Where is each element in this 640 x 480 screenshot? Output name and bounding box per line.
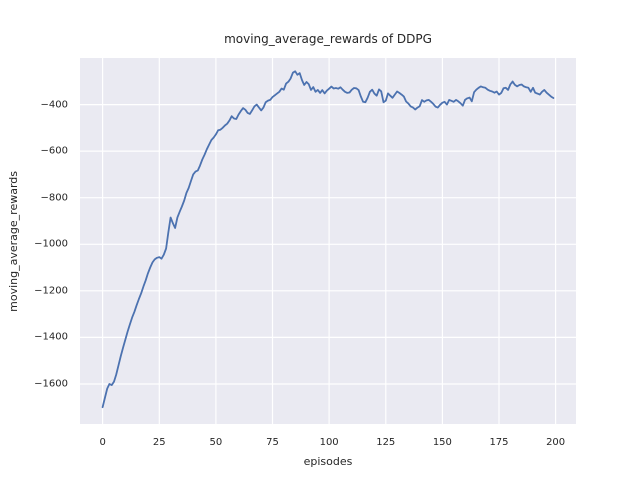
- chart-title: moving_average_rewards of DDPG: [224, 32, 432, 46]
- y-tick-label: −1000: [34, 238, 68, 250]
- y-tick-label: −400: [40, 99, 68, 111]
- y-tick-label: −600: [40, 145, 68, 157]
- y-tick-label: −1400: [34, 331, 68, 343]
- x-tick-label: 150: [432, 437, 452, 448]
- x-tick-label: 75: [266, 437, 279, 448]
- plot-area: [80, 58, 576, 424]
- x-tick-label: 25: [152, 437, 166, 448]
- y-tick-label: −1600: [34, 378, 68, 390]
- x-tick-label: 50: [209, 437, 223, 448]
- x-tick-label: 0: [99, 437, 106, 448]
- x-tick-label: 200: [546, 437, 566, 448]
- line-chart: [80, 58, 576, 424]
- x-tick-label: 125: [376, 437, 396, 448]
- y-axis-label: moving_average_rewards: [4, 58, 22, 424]
- y-tick-label: −1200: [34, 285, 68, 297]
- y-tick-label: −800: [40, 192, 68, 204]
- y-axis-label-text: moving_average_rewards: [6, 170, 20, 312]
- x-tick-label: 100: [319, 437, 339, 448]
- x-tick-label: 175: [489, 437, 509, 448]
- x-axis-label: episodes: [303, 455, 353, 468]
